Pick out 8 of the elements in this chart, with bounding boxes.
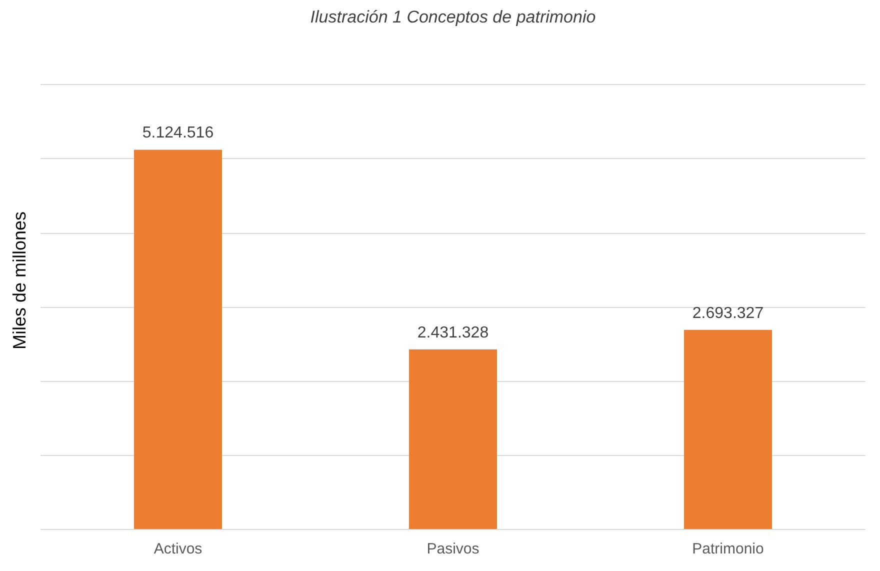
x-tick-label: Patrimonio — [692, 540, 764, 558]
data-label: 2.431.328 — [417, 324, 489, 342]
y-axis-title: Miles de millones — [10, 211, 30, 350]
x-tick-label: Activos — [154, 540, 202, 558]
data-label: 5.124.516 — [142, 124, 214, 142]
chart-title: Ilustración 1 Conceptos de patrimonio — [310, 8, 596, 26]
data-label: 2.693.327 — [692, 304, 764, 322]
x-tick-label: Pasivos — [426, 540, 480, 558]
